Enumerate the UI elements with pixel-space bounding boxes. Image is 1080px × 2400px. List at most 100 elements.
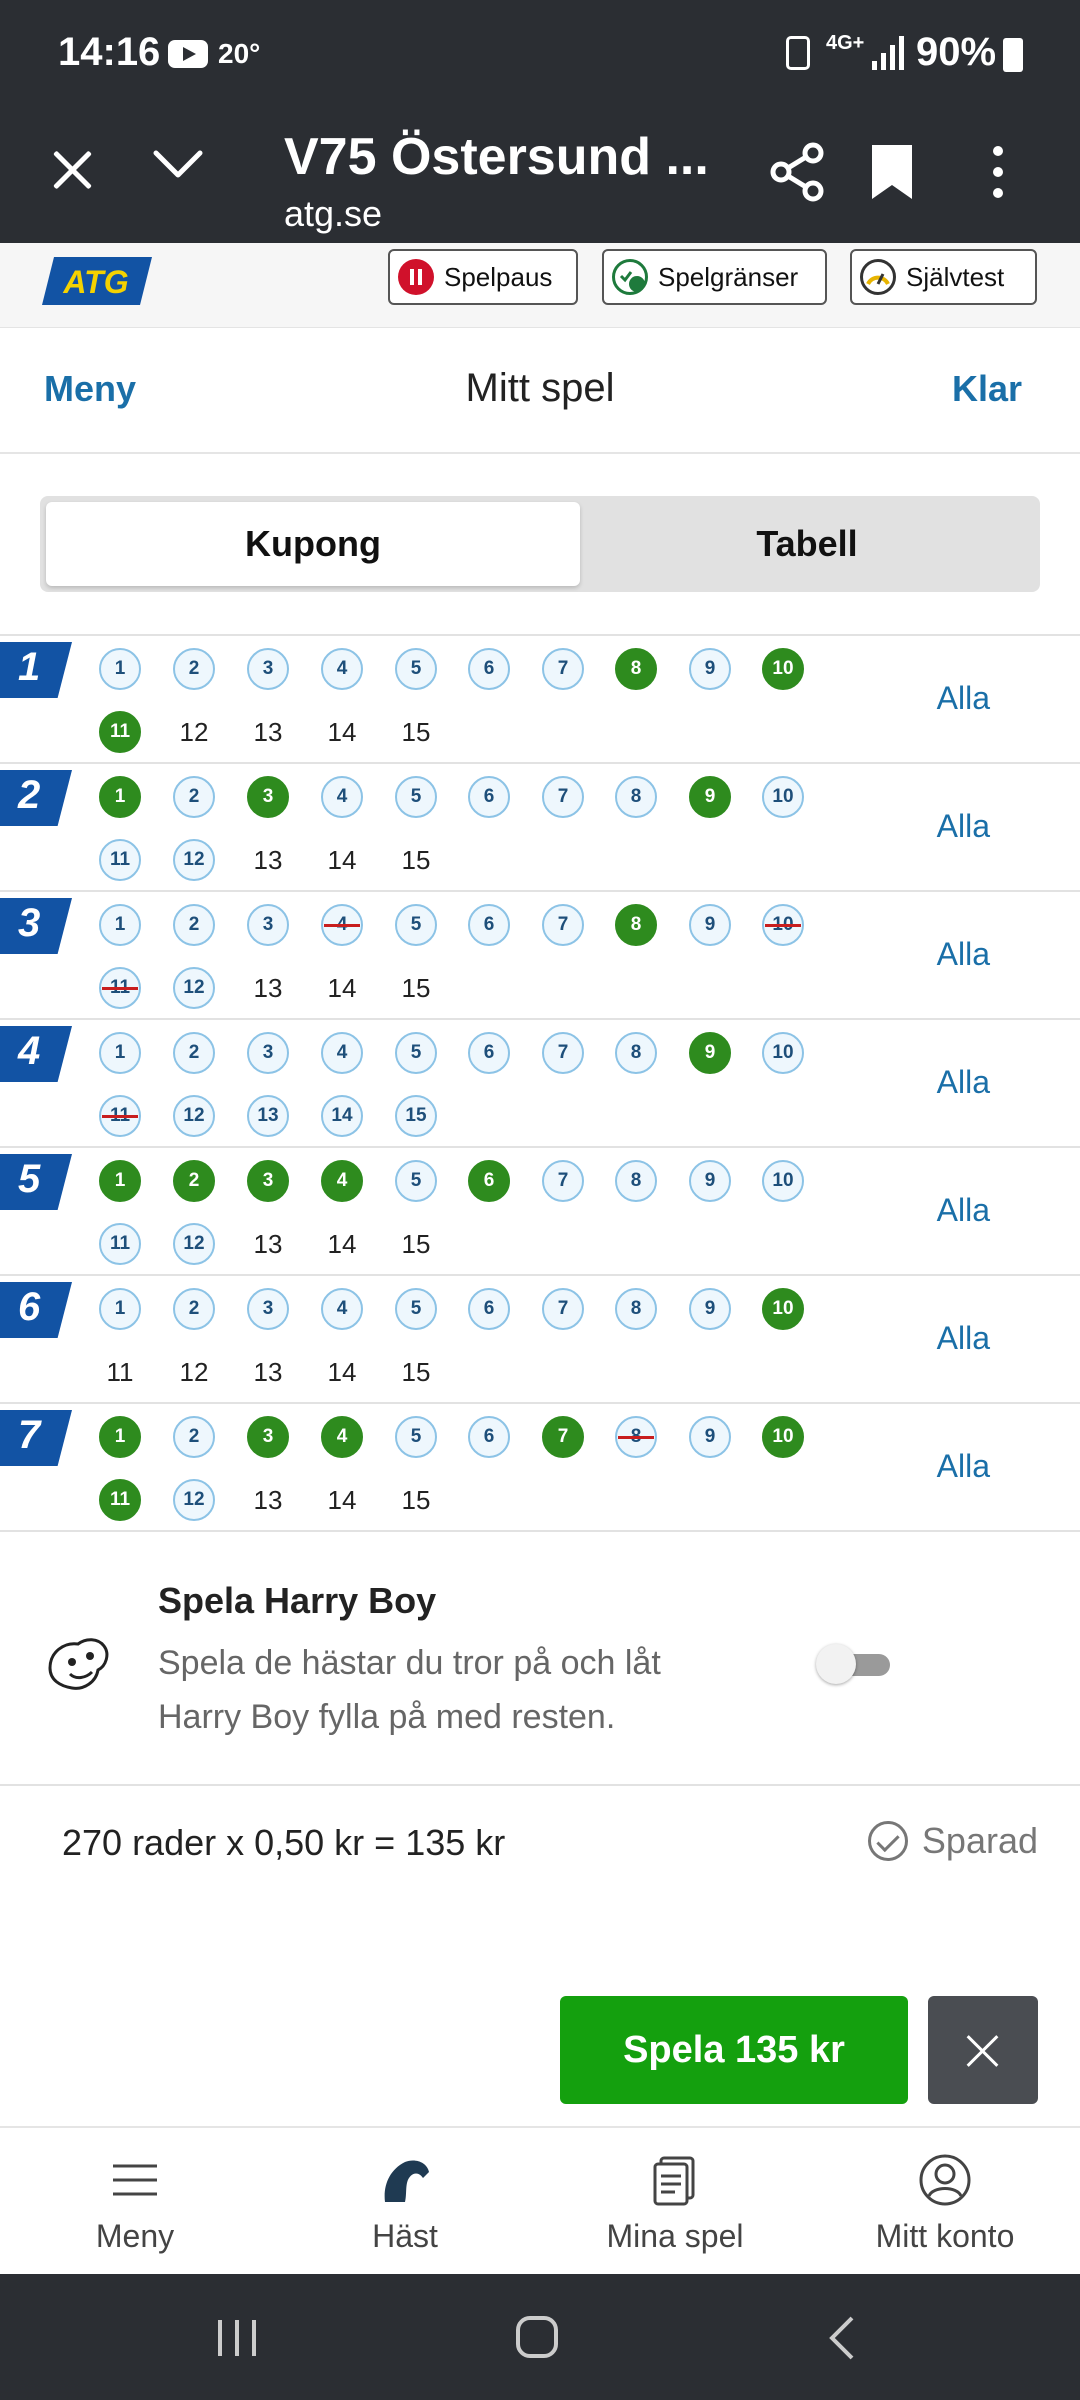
horse-button[interactable]: 9	[689, 648, 731, 690]
horse-button[interactable]: 11	[99, 839, 141, 881]
chevron-down-icon[interactable]	[152, 145, 204, 185]
horse-button[interactable]: 3	[247, 1032, 289, 1074]
select-all-link[interactable]: Alla	[936, 1448, 990, 1484]
horse-button[interactable]: 1	[99, 1288, 141, 1330]
horse-button[interactable]: 9	[689, 1032, 731, 1074]
done-link[interactable]: Klar	[951, 368, 1022, 409]
horse-button[interactable]: 10	[762, 1288, 804, 1330]
horse-button[interactable]: 1	[99, 776, 141, 818]
tab-tabell[interactable]: Tabell	[756, 523, 858, 564]
horse-button[interactable]: 6	[468, 1416, 510, 1458]
nav-meny[interactable]: Meny	[0, 2128, 270, 2276]
horse-button[interactable]: 2	[173, 1416, 215, 1458]
horse-button[interactable]: 8	[615, 904, 657, 946]
spelgranser-button[interactable]: Spelgränser	[602, 249, 827, 305]
horse-button[interactable]: 1	[99, 648, 141, 690]
horse-button[interactable]: 5	[395, 776, 437, 818]
menu-link[interactable]: Meny	[44, 368, 137, 409]
horse-button[interactable]: 9	[689, 1160, 731, 1202]
horse-button[interactable]: 10	[762, 1032, 804, 1074]
horse-button[interactable]: 3	[247, 1416, 289, 1458]
horse-button[interactable]: 10	[762, 1160, 804, 1202]
select-all-link[interactable]: Alla	[936, 1192, 990, 1228]
horse-button[interactable]: 1	[99, 1032, 141, 1074]
horse-button[interactable]: 9	[689, 1416, 731, 1458]
recent-apps-icon[interactable]	[212, 2316, 262, 2360]
harry-boy-toggle[interactable]	[816, 1644, 890, 1684]
select-all-link[interactable]: Alla	[936, 680, 990, 716]
horse-button[interactable]: 12	[173, 1095, 215, 1137]
horse-button[interactable]: 5	[395, 904, 437, 946]
horse-button[interactable]: 7	[542, 904, 584, 946]
horse-button[interactable]: 12	[173, 1479, 215, 1521]
horse-button[interactable]: 3	[247, 1160, 289, 1202]
horse-button[interactable]: 6	[468, 904, 510, 946]
horse-button[interactable]: 11	[99, 1223, 141, 1265]
horse-button[interactable]: 2	[173, 1032, 215, 1074]
horse-button[interactable]: 4	[321, 648, 363, 690]
horse-button[interactable]: 1	[99, 1160, 141, 1202]
horse-button[interactable]: 8	[615, 1160, 657, 1202]
horse-button[interactable]: 3	[247, 648, 289, 690]
bookmark-icon[interactable]	[862, 139, 922, 205]
horse-button[interactable]: 5	[395, 648, 437, 690]
share-icon[interactable]	[767, 139, 827, 205]
nav-hast[interactable]: Häst	[270, 2128, 540, 2276]
horse-button[interactable]: 5	[395, 1160, 437, 1202]
horse-button[interactable]: 1	[99, 904, 141, 946]
horse-button[interactable]: 9	[689, 776, 731, 818]
horse-button[interactable]: 5	[395, 1288, 437, 1330]
horse-button[interactable]: 3	[247, 904, 289, 946]
horse-button[interactable]: 8	[615, 648, 657, 690]
horse-button[interactable]: 10	[762, 1416, 804, 1458]
nav-mina-spel[interactable]: Mina spel	[540, 2128, 810, 2276]
play-button[interactable]: Spela 135 kr	[560, 1996, 908, 2104]
horse-button[interactable]: 2	[173, 904, 215, 946]
horse-button[interactable]: 3	[247, 1288, 289, 1330]
horse-button[interactable]: 9	[689, 1288, 731, 1330]
horse-button[interactable]: 1	[99, 1416, 141, 1458]
select-all-link[interactable]: Alla	[936, 1320, 990, 1356]
close-tab-icon[interactable]	[48, 145, 98, 195]
horse-button[interactable]: 15	[395, 1095, 437, 1137]
horse-button[interactable]: 11	[99, 1479, 141, 1521]
horse-button[interactable]: 7	[542, 1032, 584, 1074]
horse-button[interactable]: 7	[542, 648, 584, 690]
horse-button[interactable]: 8	[615, 1288, 657, 1330]
horse-button[interactable]: 4	[321, 1032, 363, 1074]
back-icon[interactable]	[822, 2314, 862, 2362]
sjalvtest-button[interactable]: Självtest	[850, 249, 1037, 305]
horse-button[interactable]: 2	[173, 648, 215, 690]
horse-button[interactable]: 2	[173, 1160, 215, 1202]
horse-button[interactable]: 8	[615, 1032, 657, 1074]
horse-button[interactable]: 12	[173, 839, 215, 881]
spelpaus-button[interactable]: Spelpaus	[388, 249, 578, 305]
horse-button[interactable]: 6	[468, 1032, 510, 1074]
horse-button[interactable]: 4	[321, 1160, 363, 1202]
horse-button[interactable]: 7	[542, 1416, 584, 1458]
nav-mitt-konto[interactable]: Mitt konto	[810, 2128, 1080, 2276]
horse-button[interactable]: 11	[99, 711, 141, 753]
home-icon[interactable]	[514, 2314, 560, 2360]
horse-button[interactable]: 2	[173, 1288, 215, 1330]
select-all-link[interactable]: Alla	[936, 936, 990, 972]
horse-button[interactable]: 10	[762, 776, 804, 818]
horse-button[interactable]: 8	[615, 776, 657, 818]
horse-button[interactable]: 5	[395, 1416, 437, 1458]
horse-button[interactable]: 9	[689, 904, 731, 946]
horse-button[interactable]: 5	[395, 1032, 437, 1074]
tab-kupong[interactable]: Kupong	[46, 502, 580, 586]
horse-button[interactable]: 6	[468, 1160, 510, 1202]
horse-button[interactable]: 6	[468, 1288, 510, 1330]
horse-button[interactable]: 12	[173, 1223, 215, 1265]
horse-button[interactable]: 12	[173, 967, 215, 1009]
select-all-link[interactable]: Alla	[936, 808, 990, 844]
horse-button[interactable]: 10	[762, 648, 804, 690]
horse-button[interactable]: 4	[321, 1416, 363, 1458]
horse-button[interactable]: 13	[247, 1095, 289, 1137]
horse-button[interactable]: 6	[468, 776, 510, 818]
clear-coupon-button[interactable]	[928, 1996, 1038, 2104]
horse-button[interactable]: 7	[542, 1288, 584, 1330]
horse-button[interactable]: 4	[321, 776, 363, 818]
horse-button[interactable]: 7	[542, 776, 584, 818]
